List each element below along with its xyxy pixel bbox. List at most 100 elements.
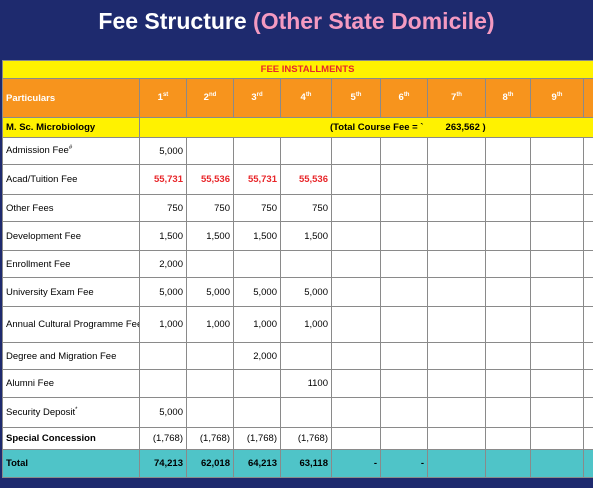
column-text: 8	[502, 92, 508, 104]
row-label: Alumni Fee	[2, 369, 140, 398]
total-label: Total	[2, 449, 140, 478]
fee-cell	[582, 137, 593, 165]
fee-row: Acad/Tuition Fee 55,731 55,536 55,731 55,536	[2, 164, 593, 195]
total-cell: 74,213	[139, 449, 187, 478]
fee-cell: 750	[139, 194, 187, 222]
label-text: Acad/Tuition Fee	[6, 174, 78, 185]
total-cell	[582, 449, 593, 478]
fee-cell	[280, 137, 332, 165]
fee-cell: 1,500	[139, 221, 187, 251]
fee-cell	[427, 221, 486, 251]
fee-row: Development Fee 1,500 1,500 1,500 1,500	[2, 221, 593, 251]
banner: FEE INSTALLMENTS	[1, 60, 593, 79]
fee-row: Other Fees 750 750 750 750	[2, 194, 593, 222]
fee-cell	[427, 427, 486, 450]
fee-cell	[280, 250, 332, 278]
fee-cell	[582, 369, 593, 398]
total-label: (Total Course Fee = `	[330, 122, 424, 133]
fee-cell: 5,000	[139, 137, 187, 165]
fee-cell	[186, 342, 234, 370]
fee-cell: 5,000	[233, 277, 281, 307]
column-header: 2nd	[186, 78, 234, 118]
fee-cell	[139, 369, 187, 398]
fee-cell	[582, 221, 593, 251]
fee-cell	[427, 277, 486, 307]
total-value: 263,562 )	[445, 122, 486, 133]
fee-row: Annual Cultural Programme Fee 1,000 1,000 1…	[2, 306, 593, 343]
fee-cell	[233, 397, 281, 428]
fee-cell	[139, 342, 187, 370]
fee-cell	[427, 306, 486, 343]
fee-cell: 1,500	[233, 221, 281, 251]
fee-cell	[485, 137, 531, 165]
fee-cell	[331, 164, 381, 195]
fee-cell	[380, 306, 428, 343]
fee-cell	[530, 397, 584, 428]
column-sup: rd	[256, 92, 263, 99]
fee-cell	[186, 137, 234, 165]
column-text: 1	[157, 92, 163, 104]
label-text: Degree and Migration Fee	[6, 350, 117, 362]
fee-cell	[427, 369, 486, 398]
fee-cell: 55,536	[280, 164, 332, 195]
column-header: 1st	[139, 78, 187, 118]
total-cell: 63,118	[280, 449, 332, 478]
fee-cell	[530, 427, 584, 450]
fee-cell: 1,000	[233, 306, 281, 343]
fee-cell: (1,768)	[280, 427, 332, 450]
fee-cell	[280, 397, 332, 428]
fee-cell	[582, 306, 593, 343]
fee-cell: 1,000	[186, 306, 234, 343]
fee-cell	[582, 194, 593, 222]
fee-cell	[582, 250, 593, 278]
total-cell: -	[331, 449, 381, 478]
fee-cell: 1,000	[139, 306, 187, 343]
fee-cell: 5,000	[186, 277, 234, 307]
fee-cell	[380, 342, 428, 370]
fee-cell	[485, 342, 531, 370]
program-total: (Total Course Fee = ` 263,562 )	[138, 117, 593, 138]
fee-cell	[582, 427, 593, 450]
row-label: Annual Cultural Programme Fee	[2, 306, 140, 343]
fee-cell	[331, 221, 381, 251]
fee-cell: 1,000	[280, 306, 332, 343]
column-text: 3	[251, 92, 257, 104]
fee-row: University Exam Fee 5,000 5,000 5,000 5,000	[2, 277, 593, 307]
fee-cell	[485, 369, 531, 398]
fee-cell	[331, 277, 381, 307]
fee-cell	[485, 221, 531, 251]
fee-cell	[233, 369, 281, 398]
program-name: M. Sc. Microbiology	[2, 117, 140, 138]
column-text: 7	[451, 92, 457, 104]
fee-cell	[485, 397, 531, 428]
fee-cell: 750	[186, 194, 234, 222]
label-text: Admission Fee	[6, 145, 69, 157]
fee-cell	[380, 221, 428, 251]
fee-cell	[530, 250, 584, 278]
fee-cell	[485, 250, 531, 278]
fee-cell: 55,731	[139, 164, 187, 195]
column-header: 6th	[380, 78, 428, 118]
fee-cell: 750	[280, 194, 332, 222]
total-row: Total 74,213 62,018 64,213 63,118- -	[2, 449, 593, 478]
column-header: 7th	[427, 78, 486, 118]
total-cell: 62,018	[186, 449, 234, 478]
fee-cell	[380, 137, 428, 165]
column-text: Particulars	[6, 92, 56, 104]
total-cell	[485, 449, 531, 478]
fee-cell: 1100	[280, 369, 332, 398]
label-text: Alumni Fee	[6, 378, 55, 389]
column-header: 8th	[485, 78, 531, 118]
column-sup: th	[305, 92, 312, 99]
fee-cell	[186, 369, 234, 398]
fee-cell	[186, 397, 234, 428]
row-label: Security Deposit*	[2, 397, 140, 428]
label-text: Security Deposit	[6, 407, 76, 419]
fee-cell	[186, 250, 234, 278]
label-text: Annual Cultural Programme Fee	[6, 319, 140, 330]
fee-cell	[380, 250, 428, 278]
total-cell	[530, 449, 584, 478]
fee-cell: 2,000	[233, 342, 281, 370]
column-header: 3rd	[233, 78, 281, 118]
